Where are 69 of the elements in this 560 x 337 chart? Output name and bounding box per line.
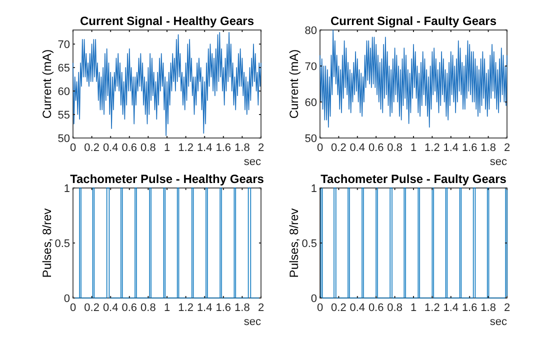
y-tick-label: 55 — [58, 110, 70, 122]
y-tick-label: 80 — [304, 25, 317, 37]
x-tick-label: 1 — [410, 142, 417, 154]
x-tick-label: 0.2 — [331, 142, 346, 154]
x-tick-label: 0.2 — [331, 302, 346, 314]
chart-title: Current Signal - Faulty Gears — [330, 14, 497, 28]
x-tick-label: 0.8 — [387, 302, 402, 314]
y-tick-label: 60 — [304, 97, 317, 109]
x-axis-title: sec — [244, 156, 262, 168]
x-tick-label: 1.4 — [196, 302, 212, 314]
y-tick-label: 0 — [64, 293, 70, 305]
x-tick-label: 0.4 — [350, 142, 366, 154]
x-tick-label: 1.6 — [216, 302, 232, 314]
y-tick-label: 0.5 — [302, 238, 317, 250]
x-axis-title: sec — [244, 316, 262, 328]
x-tick-label: 2 — [504, 142, 510, 154]
x-tick-label: 2 — [504, 302, 510, 314]
line-series — [72, 32, 262, 136]
x-tick-label: 1.8 — [480, 302, 496, 314]
y-tick-label: 50 — [58, 133, 70, 145]
y-axis-title: Current (mA) — [40, 49, 54, 119]
y-tick-label: 65 — [58, 62, 70, 75]
x-tick-label: 1 — [164, 142, 170, 154]
x-tick-label: 0.6 — [122, 302, 138, 314]
x-axis-title: sec — [490, 316, 508, 328]
x-tick-label: 0.2 — [84, 302, 100, 314]
y-tick-label: 1 — [64, 183, 70, 195]
x-tick-label: 1.2 — [424, 302, 440, 314]
x-tick-label: 0.6 — [368, 142, 384, 154]
x-tick-label: 1 — [410, 302, 417, 314]
x-tick-label: 2 — [258, 142, 264, 154]
line-series — [320, 30, 508, 128]
x-tick-label: 1.2 — [178, 142, 194, 154]
x-tick-label: 1.8 — [480, 142, 496, 154]
chart-title: Tachometer Pulse - Faulty Gears — [320, 172, 507, 186]
x-tick-label: 1.2 — [178, 302, 194, 314]
x-tick-label: 0.4 — [102, 302, 118, 314]
x-tick-label: 1.4 — [196, 142, 212, 154]
y-axis-title: Pulses, 8/rev — [40, 208, 54, 278]
x-tick-label: 1.6 — [462, 302, 478, 314]
x-tick-label: 1.2 — [424, 142, 440, 154]
x-tick-label: 0.2 — [84, 142, 100, 154]
x-tick-label: 0.8 — [140, 142, 156, 154]
y-tick-label: 50 — [304, 133, 317, 145]
x-tick-label: 1.8 — [234, 302, 250, 314]
x-tick-label: 0.6 — [122, 142, 138, 154]
x-tick-label: 0.4 — [350, 302, 366, 314]
x-tick-label: 1 — [164, 302, 170, 314]
y-tick-label: 70 — [304, 61, 317, 73]
x-tick-label: 1.8 — [234, 142, 250, 154]
chart-title: Tachometer Pulse - Healthy Gears — [70, 172, 264, 186]
y-tick-label: 60 — [58, 86, 70, 98]
y-tick-label: 1 — [310, 183, 317, 195]
y-axis-title: Pulses, 8/rev — [287, 208, 301, 278]
chart-title: Current Signal - Healthy Gears — [80, 14, 254, 28]
x-axis-title: sec — [490, 156, 508, 168]
x-tick-label: 1.6 — [216, 142, 232, 154]
x-tick-label: 0.4 — [102, 142, 118, 154]
x-tick-label: 0.8 — [387, 142, 402, 154]
y-tick-label: 70 — [58, 39, 70, 52]
y-tick-label: 0.5 — [54, 238, 70, 250]
y-axis-title: Current (mA) — [287, 49, 301, 119]
y-tick-label: 0 — [310, 293, 317, 305]
x-tick-label: 2 — [258, 302, 264, 314]
x-tick-label: 0.8 — [140, 302, 156, 314]
x-tick-label: 0.6 — [368, 302, 384, 314]
x-tick-label: 1.4 — [443, 142, 459, 154]
x-tick-label: 1.4 — [443, 302, 459, 314]
x-tick-label: 1.6 — [462, 142, 478, 154]
